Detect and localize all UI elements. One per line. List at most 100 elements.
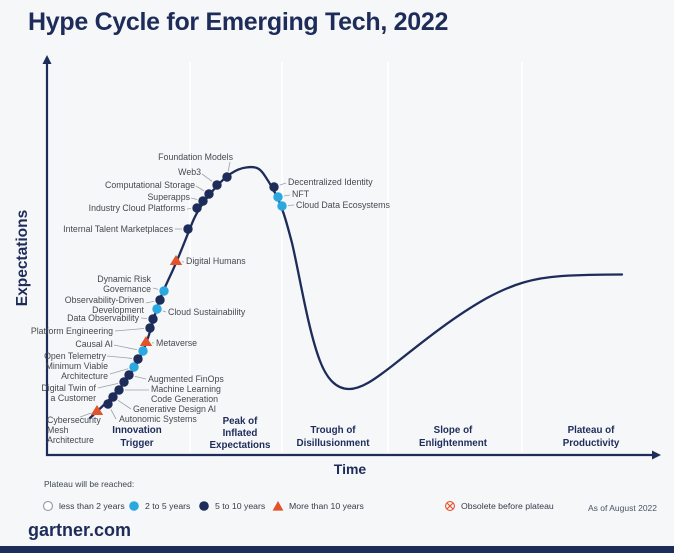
technology-points: Cybersecurity Mesh Architecture Autonomic S… [31, 152, 391, 445]
tech-marker-dot [198, 196, 208, 206]
tech-marker-dot [129, 362, 139, 372]
legend-item: less than 2 years [42, 500, 125, 512]
tech-marker-triangle [139, 336, 153, 346]
tech-label: Dynamic Risk Governance [97, 274, 151, 294]
legend-heading: Plateau will be reached: [44, 479, 135, 489]
tech-marker-dot [124, 370, 134, 380]
tech-label: Causal AI [75, 339, 113, 349]
leader-line [145, 300, 155, 304]
legend-item: More than 10 years [272, 500, 364, 512]
leader-line [195, 185, 205, 192]
phase-label: Trough of Disillusionment [297, 425, 371, 449]
bottom-brand-bar [0, 546, 674, 553]
tech-label: Web3 [178, 167, 201, 177]
tech-label: Cybersecurity Mesh Architecture [47, 415, 101, 445]
legend-item: 2 to 5 years [128, 500, 190, 512]
x-axis-title: Time [334, 461, 367, 477]
tech-label: Foundation Models [158, 152, 233, 162]
tech-label: Industry Cloud Platforms [89, 203, 186, 213]
gartner-site-text: gartner.com [28, 520, 132, 540]
legend-item-label: less than 2 years [59, 501, 125, 511]
tech-marker-dot [138, 346, 148, 356]
tech-label: Open Telemetry [44, 351, 107, 361]
tech-label: Digital Humans [186, 256, 246, 266]
leader-line [227, 161, 231, 172]
tech-marker-dot [133, 354, 143, 364]
as-of-date: As of August 2022 [588, 503, 657, 513]
tech-label: Metaverse [156, 338, 197, 348]
tech-marker-dot [145, 323, 155, 333]
phase-labels: Innovation Trigger Peak of Inflated Expectat… [112, 416, 620, 451]
tech-marker-dot [273, 192, 283, 202]
x-axis-arrow-icon [652, 450, 661, 460]
tech-label: Machine Learning Code Generation [151, 384, 221, 404]
leader-line [110, 409, 117, 420]
leader-line [190, 197, 198, 200]
tech-label: NFT [292, 189, 310, 199]
tech-marker-triangle [169, 255, 183, 265]
tech-label: Superapps [147, 192, 190, 202]
legend-item: Obsolete before plateau [444, 500, 554, 512]
circle-outline-icon [42, 500, 54, 512]
leader-line [140, 317, 148, 319]
tech-label: Autonomic Systems [119, 414, 197, 424]
tech-marker-dot [108, 392, 118, 402]
tech-label: Generative Design AI [133, 404, 216, 414]
dot-dark-icon [199, 501, 209, 511]
tech-label: Platform Engineering [31, 326, 113, 336]
legend-item-label: 5 to 10 years [215, 501, 266, 511]
phase-label: Peak of Inflated Expectations [210, 416, 272, 451]
tech-marker-dot [212, 180, 222, 190]
tech-marker-dot [159, 286, 169, 296]
legend-item: 5 to 10 years [198, 500, 265, 512]
leader-line [201, 173, 213, 182]
tech-marker-dot [103, 399, 113, 409]
leader-line [283, 194, 291, 197]
phase-boundaries [189, 62, 523, 452]
tech-marker-dot [192, 203, 202, 213]
leader-line [79, 412, 92, 418]
leader-line [117, 399, 132, 410]
tech-marker-dot [119, 377, 129, 387]
leader-line [152, 287, 159, 290]
tech-marker-dot [155, 295, 165, 305]
leader-line [114, 328, 145, 332]
legend-item-label: Obsolete before plateau [461, 501, 554, 511]
tech-label: Augmented FinOps [148, 374, 224, 384]
tech-label: Internal Talent Marketplaces [63, 224, 173, 234]
tech-label: Digital Twin of a Customer [41, 383, 96, 403]
y-axis-arrow-icon [42, 55, 52, 64]
leader-line [287, 204, 295, 206]
tech-marker-dot [148, 314, 158, 324]
leader-line [279, 182, 287, 186]
leader-line [109, 368, 129, 375]
obsolete-icon [445, 501, 455, 511]
tech-label: Observability-Driven Development [65, 295, 145, 315]
tech-marker-dot [269, 182, 279, 192]
tech-label: Cloud Data Ecosystems [296, 200, 390, 210]
tech-marker-dot [183, 224, 193, 234]
tech-marker-dot [152, 304, 162, 314]
leader-line [106, 355, 133, 359]
dot-blue-icon [129, 501, 139, 511]
legend-item-label: 2 to 5 years [145, 501, 191, 511]
tech-label: Cloud Sustainability [168, 307, 246, 317]
tech-label: Minimum Viable Architecture [46, 361, 109, 381]
leader-line [162, 310, 167, 313]
tech-marker-dot [222, 172, 232, 182]
tech-marker-dot [277, 201, 287, 211]
leader-line [97, 382, 119, 389]
page-title: Hype Cycle for Emerging Tech, 2022 [28, 8, 449, 36]
tech-label: Data Observability [67, 313, 139, 323]
leader-line [134, 375, 147, 380]
tech-marker-triangle [90, 405, 104, 415]
triangle-orange-icon [272, 501, 284, 511]
tech-marker-dot [204, 189, 214, 199]
leader-line [113, 344, 138, 351]
phase-label: Innovation Trigger [112, 425, 162, 449]
tech-label: Decentralized Identity [288, 177, 373, 187]
tech-label: Computational Storage [105, 180, 195, 190]
phase-label: Plateau of Productivity [563, 425, 620, 449]
